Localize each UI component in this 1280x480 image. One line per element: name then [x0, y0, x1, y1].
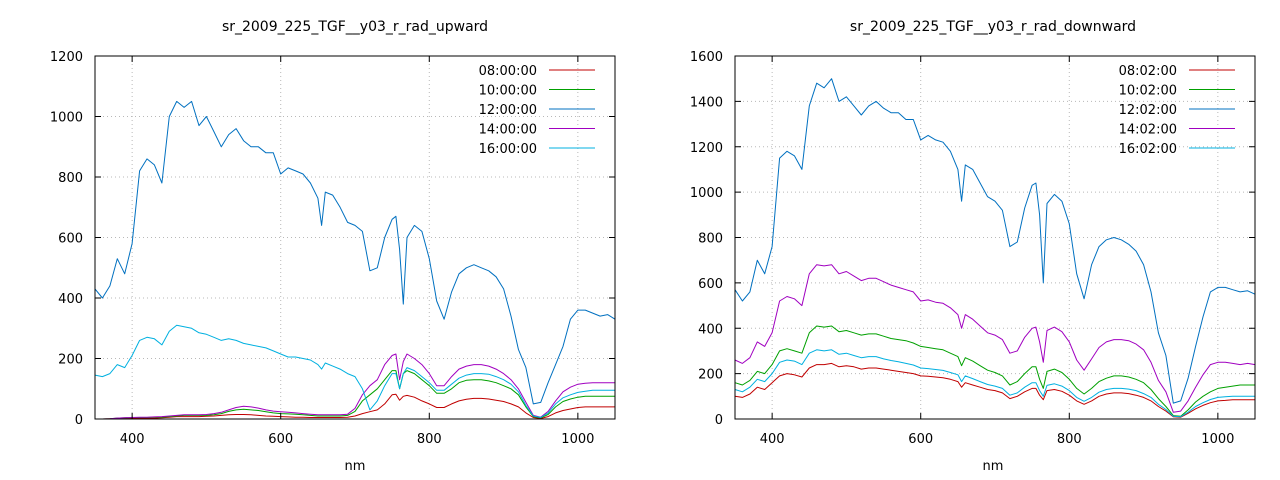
y-tick-label: 1000 — [690, 186, 723, 201]
series-line-3 — [734, 264, 1256, 413]
y-tick-label: 1400 — [690, 95, 723, 110]
legend-label: 08:02:00 — [1119, 64, 1177, 79]
x-tick-label: 400 — [120, 432, 145, 447]
y-tick-label: 400 — [58, 292, 83, 307]
x-tick-label: 800 — [1057, 432, 1082, 447]
x-tick-label: 600 — [268, 432, 293, 447]
series-line-3 — [95, 353, 615, 420]
y-tick-label: 1600 — [690, 50, 723, 65]
legend-label: 08:00:00 — [479, 64, 537, 79]
legend-label: 14:02:00 — [1119, 123, 1177, 138]
series-line-0 — [95, 393, 615, 420]
legend: 08:00:00 10:00:00 12:00:00 14:00:00 16:00:00 — [479, 64, 595, 157]
y-tick-label: 1000 — [50, 111, 83, 126]
chart-downward: sr_2009_225_TGF__y03_r_rad_downward 0 200… — [690, 19, 1256, 474]
series-line-1 — [734, 325, 1255, 417]
y-tick-label: 1200 — [690, 141, 723, 156]
chart-upward: sr_2009_225_TGF__y03_r_rad_upward 0 200 40… — [50, 19, 616, 474]
y-tick-label: 200 — [58, 353, 83, 368]
y-tick-label: 600 — [698, 277, 723, 292]
y-tick-label: 1200 — [50, 50, 83, 65]
legend-label: 14:00:00 — [479, 123, 537, 138]
y-tick-label: 800 — [698, 232, 723, 247]
chart-title: sr_2009_225_TGF__y03_r_rad_upward — [222, 19, 488, 35]
legend: 08:02:00 10:02:00 12:02:00 14:02:00 16:02:00 — [1119, 64, 1235, 157]
y-tick-label: 600 — [58, 232, 83, 247]
x-tick-label: 400 — [760, 432, 785, 447]
x-tick-label: 1000 — [561, 432, 594, 447]
y-tick-label: 200 — [698, 368, 723, 383]
y-tick-label: 800 — [58, 171, 83, 186]
series-line-4 — [94, 324, 615, 418]
series-line-4 — [734, 349, 1255, 418]
y-tick-label: 400 — [698, 322, 723, 337]
x-tick-label: 600 — [908, 432, 933, 447]
y-tick-label: 0 — [715, 413, 723, 428]
legend-label: 12:02:00 — [1119, 103, 1177, 118]
x-axis-label: nm — [345, 459, 366, 474]
series-line-0 — [734, 362, 1255, 418]
x-axis-label: nm — [983, 459, 1004, 474]
series-line-2 — [94, 100, 616, 405]
x-tick-label: 1000 — [1201, 432, 1234, 447]
legend-label: 12:00:00 — [479, 103, 537, 118]
x-tick-label: 800 — [417, 432, 442, 447]
legend-label: 16:00:00 — [479, 142, 537, 157]
legend-label: 10:00:00 — [479, 84, 537, 99]
series-line-1 — [95, 370, 615, 420]
legend-label: 10:02:00 — [1119, 84, 1177, 99]
y-tick-label: 0 — [75, 413, 83, 428]
series-line-2 — [734, 78, 1256, 404]
legend-label: 16:02:00 — [1119, 142, 1177, 157]
chart-title: sr_2009_225_TGF__y03_r_rad_downward — [850, 19, 1136, 35]
